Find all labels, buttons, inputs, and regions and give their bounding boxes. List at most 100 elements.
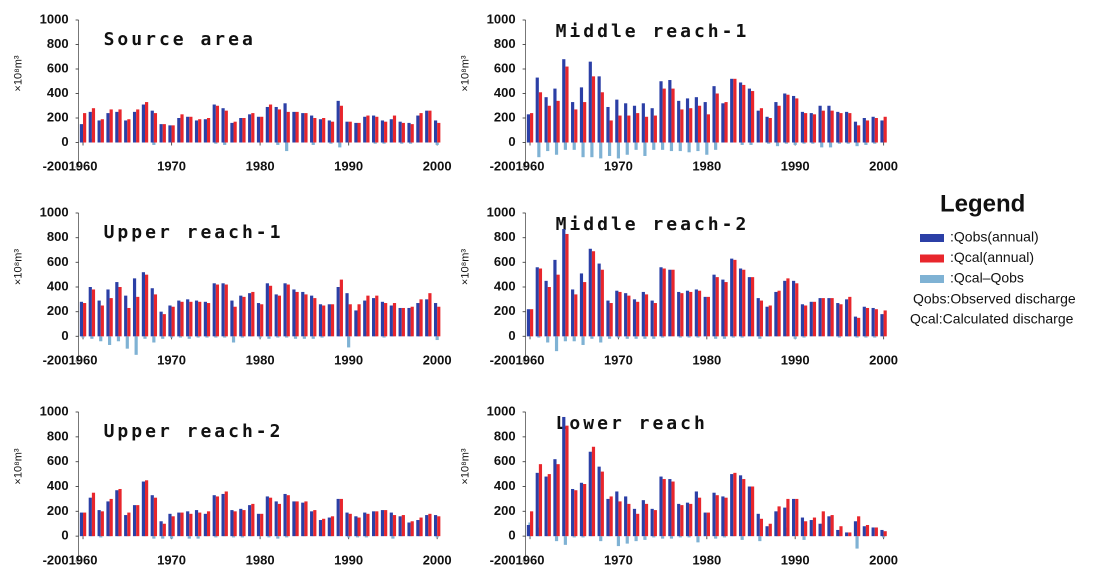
bar bbox=[372, 511, 376, 537]
bar bbox=[187, 336, 191, 339]
bar bbox=[354, 516, 358, 537]
bar bbox=[836, 111, 840, 143]
bar bbox=[786, 498, 790, 537]
bar bbox=[153, 497, 158, 537]
bar bbox=[800, 111, 805, 143]
bar bbox=[809, 113, 813, 143]
x-tick-label: 1970 bbox=[157, 552, 186, 567]
bar bbox=[106, 289, 110, 337]
bar bbox=[659, 476, 663, 537]
bar bbox=[636, 113, 640, 143]
bar bbox=[627, 295, 631, 337]
bar bbox=[372, 115, 376, 143]
bar bbox=[581, 536, 585, 538]
bar bbox=[677, 291, 681, 337]
y-tick-label: 600 bbox=[47, 453, 69, 468]
bar bbox=[153, 294, 158, 337]
y-tick-label: -200 bbox=[490, 552, 516, 567]
bar bbox=[203, 119, 207, 143]
bar bbox=[416, 115, 420, 143]
bar bbox=[124, 120, 128, 143]
bar bbox=[671, 88, 675, 143]
bar bbox=[671, 481, 675, 537]
bar bbox=[313, 510, 317, 537]
bar bbox=[206, 303, 211, 337]
bar bbox=[714, 336, 718, 339]
bar bbox=[759, 518, 764, 537]
y-tick-label: 1000 bbox=[487, 11, 516, 26]
bar bbox=[544, 97, 548, 143]
y-axis-label: ×10⁸m³ bbox=[13, 55, 25, 91]
y-tick-label: 800 bbox=[494, 36, 516, 51]
bar bbox=[662, 268, 666, 337]
bar bbox=[853, 316, 858, 337]
bar bbox=[355, 536, 360, 538]
y-tick-label: 0 bbox=[508, 134, 515, 149]
legend-label: :Qcal–Qobs bbox=[950, 270, 1024, 286]
bar bbox=[380, 510, 385, 537]
bar bbox=[526, 524, 531, 537]
bar bbox=[320, 336, 324, 338]
bar bbox=[407, 122, 411, 143]
bar bbox=[777, 105, 781, 143]
bar bbox=[703, 296, 707, 337]
y-tick-label: 1000 bbox=[40, 403, 69, 418]
bar bbox=[292, 111, 296, 143]
bar bbox=[855, 336, 859, 338]
bar bbox=[398, 121, 402, 143]
bar bbox=[322, 118, 326, 143]
bar bbox=[392, 515, 397, 537]
bar bbox=[880, 120, 884, 143]
y-axis-label: ×10⁸m³ bbox=[460, 249, 472, 285]
bar bbox=[409, 142, 413, 144]
bar bbox=[671, 269, 675, 337]
bar bbox=[793, 336, 797, 339]
bar bbox=[809, 520, 813, 537]
bar bbox=[820, 142, 824, 148]
bar bbox=[588, 61, 592, 143]
bar bbox=[853, 121, 858, 143]
bar bbox=[644, 503, 649, 537]
bar bbox=[180, 301, 184, 337]
bar bbox=[740, 142, 744, 145]
bar bbox=[706, 296, 710, 337]
bar bbox=[251, 113, 255, 143]
bar bbox=[634, 536, 638, 542]
bar bbox=[812, 517, 817, 537]
y-tick-label: 200 bbox=[47, 503, 69, 518]
bar bbox=[862, 306, 866, 337]
bar bbox=[616, 336, 621, 338]
bar bbox=[407, 307, 411, 337]
bar bbox=[632, 508, 637, 537]
bar bbox=[765, 306, 769, 337]
x-tick-label: 1960 bbox=[516, 552, 545, 567]
bar bbox=[221, 108, 225, 143]
bar bbox=[141, 104, 146, 143]
bar bbox=[883, 116, 887, 143]
x-tick-label: 1990 bbox=[781, 158, 810, 173]
x-tick-label: 1960 bbox=[69, 158, 98, 173]
y-tick-label: 1000 bbox=[40, 204, 69, 219]
x-tick-label: 1980 bbox=[246, 352, 275, 367]
bar bbox=[795, 498, 799, 537]
y-axis-label: ×10⁸m³ bbox=[460, 448, 472, 484]
bar bbox=[706, 512, 710, 537]
bar bbox=[650, 108, 654, 143]
bar bbox=[535, 267, 539, 337]
bar bbox=[687, 536, 691, 538]
bar bbox=[141, 272, 146, 337]
bar bbox=[733, 78, 737, 143]
bar bbox=[607, 142, 612, 156]
bar bbox=[747, 277, 751, 337]
bar bbox=[677, 100, 681, 143]
bar bbox=[730, 78, 734, 143]
bar bbox=[606, 300, 610, 337]
bar bbox=[186, 116, 190, 143]
bar bbox=[599, 336, 603, 343]
bar bbox=[268, 285, 273, 337]
bar bbox=[563, 336, 567, 342]
bar bbox=[251, 291, 255, 337]
bar bbox=[767, 142, 771, 144]
bar bbox=[616, 142, 621, 159]
bar bbox=[375, 511, 379, 537]
